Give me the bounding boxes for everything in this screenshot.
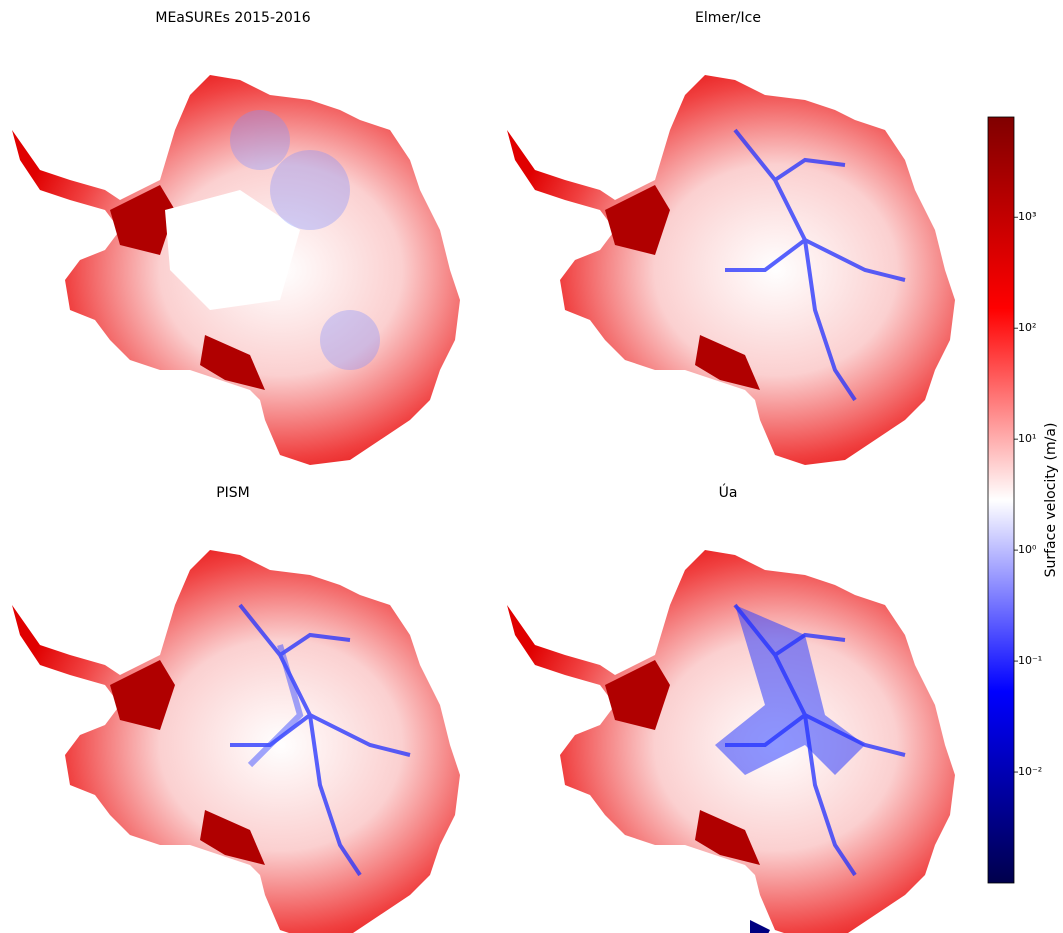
colorbar-label: Surface velocity (m/a): [1043, 423, 1059, 578]
panel-title: PISM: [216, 485, 250, 501]
panel-title: MEaSUREs 2015-2016: [155, 10, 310, 26]
colorbar: [987, 116, 1015, 884]
map-panel: [507, 75, 955, 465]
tick-label: 10⁻²: [1018, 765, 1042, 778]
tick-label: 10⁰: [1018, 543, 1037, 556]
map-panel: [507, 550, 955, 933]
map-panel: [12, 75, 460, 465]
panel-title: Úa: [719, 483, 738, 501]
map-panel: [12, 550, 460, 933]
tick-label: 10²: [1018, 321, 1036, 334]
tick-label: 10³: [1018, 210, 1036, 223]
panel-title: Elmer/Ice: [695, 10, 761, 26]
tick-label: 10⁻¹: [1018, 654, 1042, 667]
tick-label: 10¹: [1018, 432, 1036, 445]
